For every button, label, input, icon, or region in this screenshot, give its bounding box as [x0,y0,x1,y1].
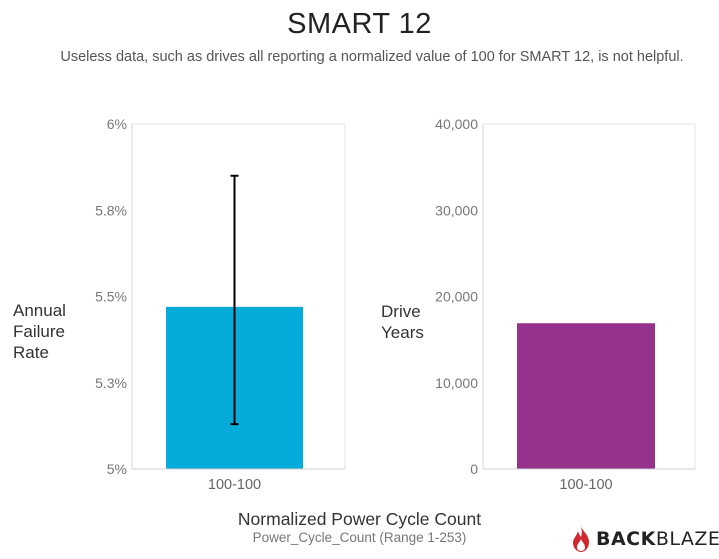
drive-years-y-tick-label: 40,000 [435,116,478,132]
flame-icon [573,526,589,552]
drive-years-x-tick-label: 100-100 [559,477,612,493]
drive-years-bar [517,323,655,469]
failure-rate-y-tick-label: 5% [107,461,127,477]
drive-years-y-tick-label: 30,000 [435,202,478,218]
right-y-axis-label: Drive Years [381,301,424,343]
failure-rate-x-tick-label: 100-100 [208,477,261,493]
logo-wordmark: BACKBLAZE [596,528,719,550]
drive-years-y-tick-label: 10,000 [435,375,478,391]
logo-wordmark-light: BLAZE [655,528,719,550]
logo-wordmark-bold: BACK [596,528,656,550]
right-y-axis-label-line: Years [381,323,424,342]
backblaze-logo: BACKBLAZE [570,524,719,554]
left-y-axis-label-line: Rate [13,343,49,362]
left-y-axis-label-line: Annual [13,301,66,320]
chart-subtitle: Useless data, such as drives all reporti… [60,49,684,65]
failure-rate-y-tick-label: 6% [107,116,127,132]
x-axis-subtitle: Power_Cycle_Count (Range 1-253) [252,530,467,545]
charts-area: 5% 5.3% 5.5% 5.8% 6% 100-100 0 10,000 20,000 30,0… [95,116,696,493]
chart-title: SMART 12 [287,8,432,40]
failure-rate-y-tick-label: 5.8% [95,202,127,218]
failure-rate-y-tick-label: 5.3% [95,375,127,391]
x-axis-title: Normalized Power Cycle Count [237,509,482,529]
drive-years-y-tick-label: 20,000 [435,289,478,305]
drive-years-y-tick-label: 0 [470,461,478,477]
left-y-axis-label: Annual Failure Rate [13,300,66,363]
left-y-axis-label-line: Failure [13,322,65,341]
failure-rate-y-tick-label: 5.5% [95,289,127,305]
right-y-axis-label-line: Drive [381,302,421,321]
